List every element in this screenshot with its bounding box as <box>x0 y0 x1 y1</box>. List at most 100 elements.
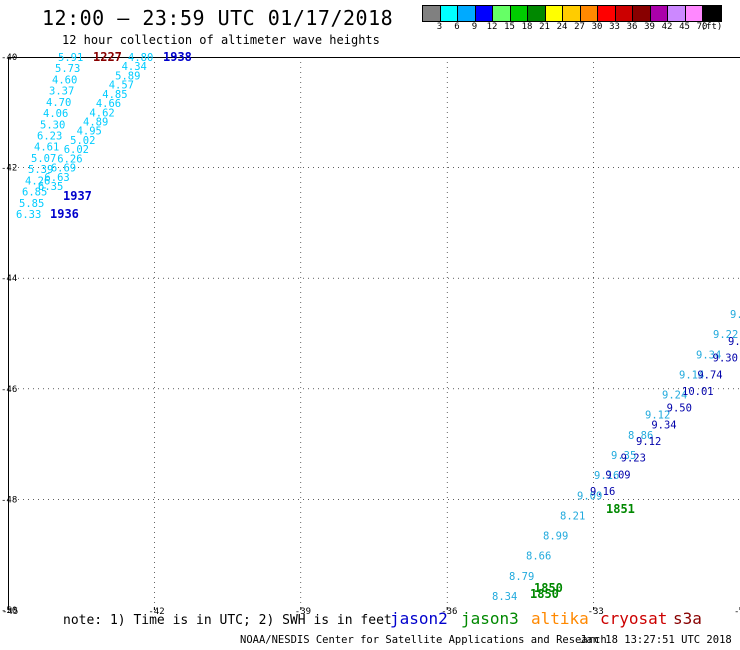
swh-value-label: 8.66 <box>526 551 551 563</box>
colorbar-swatch <box>510 6 528 21</box>
swh-value-label: 4.61 <box>34 142 59 154</box>
colorbar-label: 36 <box>626 22 638 32</box>
y-tick-label: -44 <box>1 274 17 284</box>
colorbar-label: 33 <box>609 22 620 32</box>
swh-value-label: 9.30 <box>713 353 738 365</box>
map-title: 12:00 – 23:59 UTC 01/17/2018 <box>42 6 394 30</box>
axis-ticks: -45 -42 -39 -36 -33 -30 -40 -42 -44 -46 -48 -50 <box>1 53 740 617</box>
swh-value-label: 9.16 <box>590 486 615 498</box>
colorbar-label: 6 <box>454 22 460 32</box>
swh-value-label: 9.22 <box>713 329 738 341</box>
colorbar-swatch <box>580 6 598 21</box>
colorbar-swatch <box>423 6 441 21</box>
swh-value-label: 6.69 <box>51 163 76 175</box>
time-annotation: 1937 <box>63 189 92 203</box>
colorbar-swatch <box>668 6 686 21</box>
x-tick-label: -33 <box>588 607 604 617</box>
satellite-tracks: 5.915.734.603.374.704.065.306.234.615.07… <box>16 52 740 603</box>
y-tick-label: -46 <box>1 385 17 395</box>
map-plot-area <box>8 57 740 610</box>
swh-value-label: 6.35 <box>38 181 63 193</box>
swh-value-label: 4.62 <box>89 107 114 119</box>
swh-value-label: 5.02 <box>70 135 95 147</box>
time-annotation: 1227 <box>93 50 122 64</box>
colorbar-swatch <box>615 6 633 21</box>
swh-value-label: 9.09 <box>577 490 602 502</box>
swh-value-label: 9.35 <box>611 450 636 462</box>
colorbar-label: 3 <box>436 22 443 32</box>
swh-value-label: 6.26 <box>57 153 82 165</box>
swh-value-label: 6.85 <box>22 187 47 199</box>
swh-value-label: 5.07 <box>31 153 56 165</box>
swh-value-label: 4.95 <box>77 126 102 138</box>
swh-value-label: 4.26 <box>25 175 50 187</box>
legend-jason3: jason3 <box>461 609 519 628</box>
colorbar-label: 12 <box>486 22 498 32</box>
x-tick-label: -30 <box>734 607 740 617</box>
swh-value-label: 6.23 <box>37 131 62 143</box>
swh-value-label: 5.30 <box>40 119 65 131</box>
x-tick-label: -36 <box>441 607 457 617</box>
colorbar-swatch <box>598 6 616 21</box>
swh-value-label: 9.50 <box>667 403 692 415</box>
time-annotation: 1938 <box>163 50 192 64</box>
swh-value-label: 9.16 <box>594 470 619 482</box>
swh-value-label: 8.99 <box>543 531 568 543</box>
swh-value-label: 5.91 <box>58 52 83 64</box>
colorbar-swatch <box>475 6 493 21</box>
colorbar-swatch <box>528 6 546 21</box>
swh-value-label: 8.79 <box>509 571 534 583</box>
swh-value-label: 4.70 <box>46 97 71 109</box>
swh-value-label: 9.34 <box>696 349 721 361</box>
colorbar-swatch <box>685 6 703 21</box>
swh-value-label: 4.85 <box>102 89 127 101</box>
colorbar-label: 39 <box>644 22 655 32</box>
colorbar-label: 45 <box>679 22 690 32</box>
swh-value-label: 5.85 <box>19 198 44 210</box>
swh-value-label: 5.89 <box>115 70 140 82</box>
colorbar-label: 70 <box>696 22 708 32</box>
swh-value-label: 5.39 <box>28 164 53 176</box>
colorbar-swatch <box>563 6 581 21</box>
y-tick-label: -50 <box>1 606 17 616</box>
swh-value-label: 4.89 <box>83 117 108 129</box>
colorbar-label: (ft) <box>700 22 723 32</box>
legend-jason2: jason2 <box>390 609 448 628</box>
swh-value-label: 4.60 <box>52 74 77 86</box>
colorbar-swatch <box>703 6 721 21</box>
time-annotation: 1850 <box>530 587 559 601</box>
y-tick-label: -48 <box>1 495 17 505</box>
legend-altika: altika <box>531 609 589 628</box>
x-tick-label: -39 <box>295 607 311 617</box>
swh-value-label: 6.33 <box>16 209 41 221</box>
colorbar-swatch <box>650 6 668 21</box>
swh-colorbar <box>422 5 722 22</box>
swh-value-label: 4.34 <box>122 61 147 73</box>
swh-value-label: 9.34 <box>651 419 676 431</box>
footer-note: note: 1) Time is in UTC; 2) SWH is in fe… <box>63 613 392 628</box>
swh-value-label: 10.01 <box>682 386 714 398</box>
colorbar-label: 21 <box>539 22 550 32</box>
time-annotation: 1851 <box>606 502 635 516</box>
y-tick-label: -40 <box>1 53 17 63</box>
generation-timestamp: Jan 18 13:27:51 UTC 2018 <box>580 634 732 646</box>
swh-value-label: 4.57 <box>109 80 134 92</box>
swh-value-label: 9.12 <box>636 436 661 448</box>
swh-value-label: 9.09 <box>605 469 630 481</box>
swh-value-label: 8.86 <box>628 430 653 442</box>
time-annotation: 1850 <box>534 581 563 595</box>
swh-value-label: 4.66 <box>96 98 121 110</box>
swh-value-label: 9.05 <box>730 309 740 321</box>
credit-line: NOAA/NESDIS Center for Satellite Applica… <box>240 634 607 646</box>
swh-value-label: 8.21 <box>560 510 585 522</box>
swh-value-label: 9.28 <box>728 336 740 348</box>
legend-cryosat: cryosat <box>600 609 668 628</box>
colorbar-swatch <box>440 6 458 21</box>
colorbar-label: 27 <box>574 22 585 32</box>
colorbar-label: 24 <box>556 22 568 32</box>
colorbar-label: 30 <box>591 22 603 32</box>
colorbar-swatch <box>545 6 563 21</box>
swh-value-label: 5.73 <box>55 63 80 75</box>
